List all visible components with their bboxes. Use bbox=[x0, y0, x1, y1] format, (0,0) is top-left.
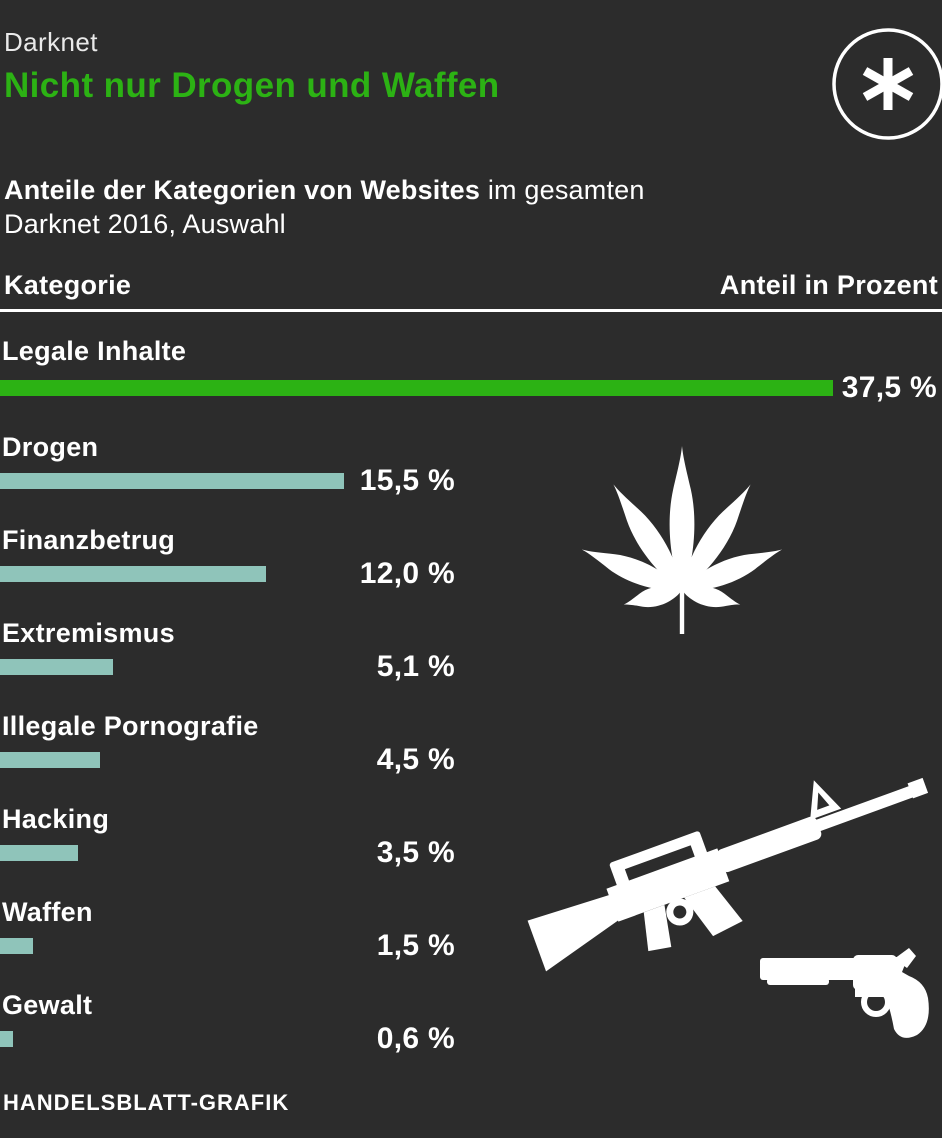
rifle-icon bbox=[505, 742, 942, 987]
bar-category-label: Illegale Pornografie bbox=[2, 711, 259, 741]
bar-category-label: Waffen bbox=[2, 897, 93, 927]
bar bbox=[0, 659, 114, 675]
source-credit: HANDELSBLATT-GRAFIK bbox=[3, 1090, 290, 1115]
chart-subtitle-bold: Anteile der Kategorien von Websites bbox=[4, 175, 481, 205]
bar-value-label: 15,5 % bbox=[359, 464, 455, 497]
chart-subtitle-regular: im gesamten bbox=[480, 175, 645, 205]
bar-category-label: Gewalt bbox=[2, 990, 93, 1020]
bar-value-label: 1,5 % bbox=[376, 929, 455, 962]
bar bbox=[0, 1031, 14, 1047]
bar-category-label: Extremismus bbox=[2, 618, 175, 648]
bar-value-label: 12,0 % bbox=[359, 557, 455, 590]
bar-value-label: 37,5 % bbox=[841, 371, 937, 404]
column-header-category: Kategorie bbox=[4, 270, 132, 300]
chart-subtitle-line2: Darknet 2016, Auswahl bbox=[4, 209, 286, 239]
bar-value-label: 4,5 % bbox=[376, 743, 455, 776]
asterisk-icon bbox=[830, 26, 942, 146]
bar-category-label: Legale Inhalte bbox=[2, 336, 187, 366]
page-title: Nicht nur Drogen und Waffen bbox=[4, 66, 500, 105]
bar bbox=[0, 845, 78, 861]
bar-category-label: Finanzbetrug bbox=[2, 525, 176, 555]
revolver-icon bbox=[757, 945, 935, 1043]
bar bbox=[0, 380, 833, 396]
header-rule bbox=[0, 309, 942, 312]
bar-value-label: 3,5 % bbox=[376, 836, 455, 869]
chart-subtitle: Anteile der Kategorien von Websites im g… bbox=[4, 173, 645, 241]
bar-category-label: Hacking bbox=[2, 804, 110, 834]
bar-category-label: Drogen bbox=[2, 432, 99, 462]
bar bbox=[0, 473, 345, 489]
bar bbox=[0, 938, 34, 954]
cannabis-leaf-icon bbox=[560, 438, 804, 638]
kicker-label: Darknet bbox=[4, 27, 98, 57]
bar bbox=[0, 566, 267, 582]
bar-value-label: 5,1 % bbox=[376, 650, 455, 683]
bar-value-label: 0,6 % bbox=[376, 1022, 455, 1055]
bar bbox=[0, 752, 100, 768]
column-header-value: Anteil in Prozent bbox=[719, 270, 938, 300]
